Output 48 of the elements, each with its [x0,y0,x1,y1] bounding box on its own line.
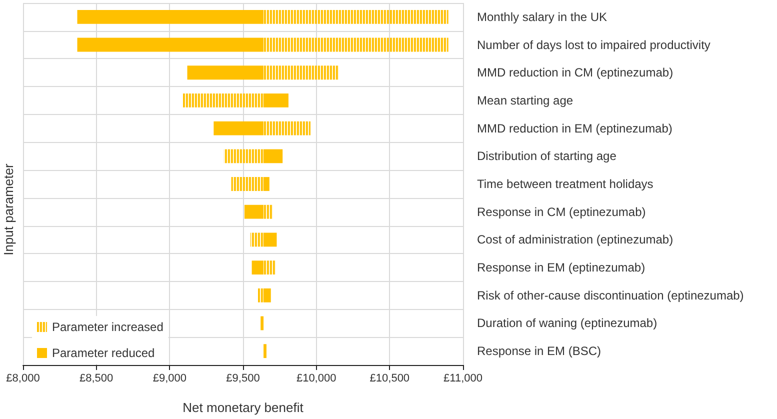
x-tick-label: £9,000 [152,372,186,384]
bar [244,204,264,219]
bar [224,149,264,164]
y-tick-label: Monthly salary in the UK [477,10,608,24]
y-tick-label: Time between treatment holidays [477,177,654,191]
bar [77,10,264,24]
bar [258,288,264,302]
bar [260,316,264,330]
bar [250,232,264,247]
legend-label: Parameter increased [52,320,164,334]
bar [214,121,264,136]
y-tick-label: Cost of administration (eptinezumab) [477,232,674,247]
x-tick-label: £10,500 [370,372,410,384]
bar [252,260,264,274]
y-tick-label: Response in EM (BSC) [477,344,602,358]
bar [77,38,264,52]
bar [264,260,276,274]
bar [231,177,264,191]
y-tick-label: Number of days lost to impaired productivity [477,38,710,52]
bar [264,204,272,219]
bar [264,94,288,108]
x-tick-label: £8,500 [80,372,114,384]
y-tick-label: Mean starting age [477,93,574,108]
x-tick-label: £8,000 [6,372,40,384]
bar [182,94,264,108]
bar [264,38,448,52]
bar [264,177,270,191]
legend-label: Parameter reduced [52,346,155,360]
x-tick-label: £9,500 [226,372,260,384]
bar [264,232,277,247]
bar [264,10,448,24]
y-tick-label: Distribution of starting age [477,149,617,164]
y-tick-label: Risk of other-cause discontinuation (eptinezumab) [477,288,744,302]
bar [264,344,266,358]
x-tick-label: £11,000 [444,372,482,384]
y-axis-title: Input parameter [1,162,16,256]
bar [264,66,338,80]
bar [187,66,264,80]
bar [264,149,283,164]
y-tick-label: Duration of waning (eptinezumab) [477,316,658,330]
y-tick-label: MMD reduction in CM (eptinezumab) [477,66,674,80]
x-tick-label: £10,000 [296,372,336,384]
bar [264,121,310,136]
y-tick-label: MMD reduction in EM (eptinezumab) [477,121,672,136]
y-tick-label: Response in EM (eptinezumab) [477,260,646,275]
x-axis-title: Net monetary benefit [182,400,304,415]
y-tick-label: Response in CM (eptinezumab) [477,204,646,219]
bar [264,288,271,302]
